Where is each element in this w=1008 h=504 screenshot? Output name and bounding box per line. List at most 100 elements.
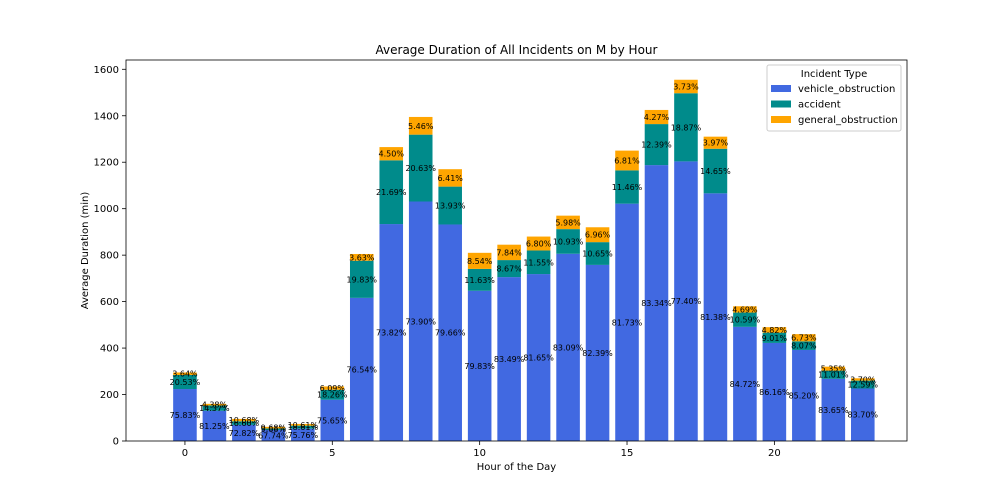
bar-label-accident-9: 13.93% [435, 202, 466, 211]
bar-segment-general_obstruction-16 [644, 109, 669, 125]
bar-label-vehicle_obstruction-21: 85.20% [789, 391, 820, 400]
bar-segment-general_obstruction-7 [379, 147, 404, 161]
bar-segment-vehicle_obstruction-17 [674, 161, 698, 441]
bar-segment-accident-17 [674, 93, 698, 162]
bar-label-vehicle_obstruction-4: 75.76% [288, 431, 319, 440]
bar-label-general_obstruction-4: 10.61% [288, 421, 319, 430]
bar-label-accident-19: 10.59% [730, 316, 761, 325]
legend: Incident Type vehicle_obstructionacciden… [766, 64, 902, 132]
x-tick-label-0: 0 [182, 448, 188, 459]
bar-label-general_obstruction-13: 5.98% [555, 218, 581, 227]
bar-segment-vehicle_obstruction-9 [438, 224, 462, 441]
bar-label-accident-10: 11.63% [464, 276, 495, 285]
bar-label-accident-18: 14.65% [700, 167, 731, 176]
bar-label-general_obstruction-3: 9.68% [261, 424, 287, 433]
bar-segment-general_obstruction-20 [762, 327, 787, 333]
bar-segment-general_obstruction-21 [792, 334, 816, 342]
bar-label-general_obstruction-22: 5.35% [821, 365, 847, 374]
bar-segment-general_obstruction-6 [349, 253, 374, 261]
bar-segment-accident-23 [851, 380, 875, 389]
bar-label-general_obstruction-9: 6.41% [437, 174, 463, 183]
y-tick-label-1000: 1000 [94, 204, 119, 215]
bar-segment-accident-15 [615, 170, 639, 204]
bar-segment-vehicle_obstruction-16 [644, 165, 669, 441]
bar-segment-accident-7 [379, 160, 404, 225]
bar-segment-general_obstruction-10 [467, 252, 492, 269]
bar-label-general_obstruction-6: 3.63% [349, 253, 375, 262]
y-tick-label-800: 800 [100, 251, 119, 262]
legend-swatch-general_obstruction [771, 116, 791, 123]
axes-frame [125, 59, 908, 442]
bar-segment-accident-6 [349, 260, 374, 298]
legend-entry-accident: accident [798, 100, 841, 111]
y-tick-label-200: 200 [100, 390, 119, 401]
bar-label-vehicle_obstruction-6: 76.54% [347, 365, 378, 374]
bar-label-accident-15: 11.46% [612, 183, 643, 192]
legend-swatch-vehicle_obstruction [771, 85, 791, 92]
bar-label-accident-3: 9.68% [261, 425, 287, 434]
bar-label-general_obstruction-8: 5.46% [408, 122, 434, 131]
bar-segment-vehicle_obstruction-20 [762, 342, 787, 441]
bar-label-general_obstruction-17: 3.73% [673, 82, 699, 91]
bar-segment-general_obstruction-3 [261, 426, 286, 429]
y-tick-label-1400: 1400 [94, 111, 119, 122]
bar-label-general_obstruction-16: 4.27% [644, 113, 670, 122]
bar-label-general_obstruction-10: 8.54% [467, 257, 493, 266]
legend-title: Incident Type [801, 69, 867, 80]
y-tick-label-1600: 1600 [94, 65, 119, 76]
bar-segment-general_obstruction-11 [497, 244, 521, 261]
bar-segment-general_obstruction-15 [615, 150, 639, 171]
bar-segment-accident-3 [261, 428, 286, 430]
bar-label-accident-0: 20.53% [170, 378, 201, 387]
bar-label-accident-23: 12.59% [848, 381, 879, 390]
bar-segment-general_obstruction-23 [851, 378, 875, 381]
x-tick-label-5: 5 [329, 448, 335, 459]
y-tick-label-1200: 1200 [94, 158, 119, 169]
bar-segment-general_obstruction-1 [202, 403, 227, 406]
bar-label-general_obstruction-7: 4.50% [379, 150, 405, 159]
bar-segment-general_obstruction-14 [585, 227, 610, 243]
bar-label-vehicle_obstruction-7: 73.82% [376, 329, 407, 338]
bar-label-general_obstruction-14: 6.96% [585, 231, 611, 240]
x-tick-label-10: 10 [473, 448, 486, 459]
bar-segment-accident-5 [320, 389, 345, 400]
bar-label-accident-12: 11.55% [523, 258, 554, 267]
bar-segment-accident-2 [232, 421, 256, 425]
bar-label-accident-2: 16.60% [229, 419, 260, 428]
bar-label-vehicle_obstruction-19: 84.72% [730, 380, 761, 389]
bar-label-vehicle_obstruction-12: 81.65% [523, 354, 554, 363]
bar-segment-vehicle_obstruction-5 [320, 399, 345, 441]
bar-segment-vehicle_obstruction-19 [733, 326, 757, 441]
bar-label-vehicle_obstruction-17: 77.40% [671, 297, 702, 306]
bar-label-general_obstruction-15: 6.81% [614, 156, 640, 165]
bar-segment-accident-10 [467, 268, 492, 291]
y-tick-label-0: 0 [113, 437, 119, 448]
bar-label-accident-21: 8.07% [791, 342, 817, 351]
bar-segment-vehicle_obstruction-8 [408, 201, 433, 441]
bar-segment-accident-18 [703, 148, 728, 194]
bar-label-accident-8: 20.63% [405, 164, 436, 173]
legend-entry-vehicle_obstruction: vehicle_obstruction [798, 84, 895, 95]
bar-segment-general_obstruction-9 [438, 169, 462, 187]
bar-segment-vehicle_obstruction-4 [291, 428, 315, 441]
bar-segment-vehicle_obstruction-3 [261, 429, 286, 441]
bar-segment-general_obstruction-5 [320, 386, 345, 390]
bar-label-general_obstruction-0: 3.64% [172, 370, 198, 379]
bar-segment-vehicle_obstruction-12 [526, 274, 551, 441]
bar-segment-vehicle_obstruction-2 [232, 424, 256, 441]
bar-label-general_obstruction-18: 3.97% [703, 139, 729, 148]
bar-segment-general_obstruction-0 [173, 372, 197, 375]
bar-segment-vehicle_obstruction-6 [349, 297, 374, 441]
x-axis-label: Hour of the Day [477, 462, 557, 473]
bar-segment-vehicle_obstruction-21 [792, 349, 816, 441]
bar-segment-accident-19 [733, 312, 757, 327]
bar-segment-general_obstruction-12 [526, 236, 551, 251]
bar-segment-vehicle_obstruction-7 [379, 224, 404, 441]
bar-label-accident-22: 11.01% [818, 371, 849, 380]
bar-label-vehicle_obstruction-10: 79.83% [464, 362, 495, 371]
x-tick-label-20: 20 [768, 448, 781, 459]
bar-segment-vehicle_obstruction-13 [556, 253, 580, 441]
bar-label-vehicle_obstruction-0: 75.83% [170, 411, 201, 420]
bar-segment-vehicle_obstruction-23 [851, 388, 875, 441]
